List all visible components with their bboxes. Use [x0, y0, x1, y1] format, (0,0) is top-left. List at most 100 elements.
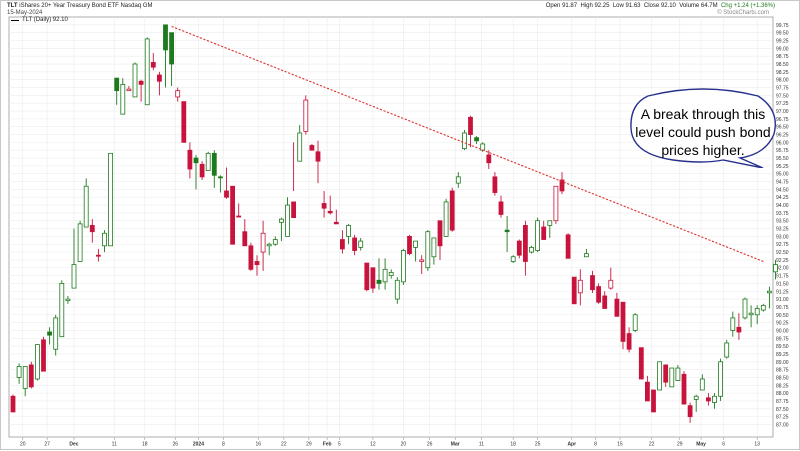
candle-body — [724, 342, 730, 358]
x-tick-label: 11 — [112, 442, 117, 448]
candle-body — [504, 229, 510, 233]
candle-body — [712, 395, 717, 403]
candle-body — [498, 201, 504, 215]
candle-body — [474, 137, 480, 142]
candle-body — [388, 272, 394, 276]
volume-label: Volume — [679, 3, 700, 9]
candle-body — [242, 231, 248, 247]
y-tick-label: 92.00 — [776, 266, 789, 272]
y-tick-label: 97.25 — [776, 101, 789, 107]
y-tick-label: 99.00 — [776, 46, 789, 52]
candle-body — [516, 240, 522, 256]
y-tick-label: 88.75 — [776, 368, 789, 374]
candle-body — [53, 317, 59, 350]
candle-body — [333, 221, 339, 225]
y-tick-label: 91.50 — [776, 281, 789, 287]
x-tick-label: Apr — [567, 442, 576, 448]
x-tick-label: 6 — [722, 442, 725, 448]
candle-body — [651, 389, 656, 413]
y-tick-label: 98.25 — [776, 70, 789, 76]
close-value: 92.10 — [660, 3, 676, 9]
y-tick-label: 97.00 — [776, 109, 789, 115]
high-label: High — [580, 3, 593, 9]
candle-body — [16, 366, 22, 378]
candle-body — [645, 381, 650, 402]
y-tick-label: 89.00 — [776, 360, 789, 366]
candle-body — [96, 254, 101, 257]
candle-body — [449, 190, 455, 231]
candle-body — [419, 259, 425, 262]
candle-body — [510, 256, 516, 262]
candle-body — [102, 232, 107, 247]
y-tick-label: 89.50 — [776, 344, 789, 350]
candle-body — [626, 333, 632, 350]
candle-body — [773, 264, 778, 273]
candle-body — [455, 176, 461, 184]
candle-body — [614, 298, 620, 317]
candle-body — [35, 344, 40, 380]
candle-body — [297, 132, 303, 162]
x-tick-label: 29 — [677, 442, 683, 448]
candle-body — [657, 361, 662, 391]
candle-body — [553, 185, 559, 222]
candle-body — [535, 220, 540, 251]
x-tick-label: 27 — [44, 442, 50, 448]
y-tick-label: 94.50 — [776, 187, 789, 193]
candle-body — [760, 304, 766, 311]
callout-text: A break through this level could push bo… — [635, 106, 771, 158]
chart-header-title: TLT iShares 20+ Year Treasury Bond ETF N… — [7, 3, 152, 9]
open-value: 91.87 — [562, 3, 578, 9]
candle-body — [632, 314, 638, 331]
y-tick-label: 90.25 — [776, 321, 789, 327]
candle-body — [205, 152, 211, 171]
x-tick-label: 18 — [142, 442, 148, 448]
high-value: 92.25 — [594, 3, 610, 9]
candle-body — [309, 145, 315, 151]
candle-body — [718, 361, 723, 397]
candle-body — [486, 154, 492, 164]
security-name: iShares 20+ Year Treasury Bond ETF — [19, 3, 119, 9]
candle-body — [59, 283, 65, 338]
candle-body — [266, 243, 272, 247]
x-tick-label: 20 — [20, 442, 26, 448]
y-tick-label: 96.50 — [776, 125, 789, 131]
candle-body — [663, 364, 669, 383]
y-tick-label: 89.25 — [776, 352, 789, 358]
candle-body — [175, 90, 181, 98]
candle-body — [681, 373, 687, 405]
y-tick-label: 91.25 — [776, 289, 789, 295]
candle-body — [41, 339, 46, 372]
series-legend: TLT (Daily) 92.10 — [11, 17, 68, 23]
y-tick-label: 95.00 — [776, 172, 789, 178]
candle-body — [596, 286, 601, 303]
candle-body — [437, 220, 443, 247]
close-label: Close — [643, 3, 660, 9]
x-tick-label: 29 — [306, 442, 312, 448]
candle-body — [400, 250, 406, 283]
x-tick-label: 16 — [255, 442, 261, 448]
candle-body — [608, 279, 614, 289]
candle-body — [431, 237, 437, 258]
candle-body — [217, 176, 223, 179]
candle-body — [144, 38, 150, 106]
y-tick-label: 87.25 — [776, 415, 789, 421]
y-tick-label: 90.50 — [776, 313, 789, 319]
y-tick-label: 88.00 — [776, 391, 789, 397]
x-tick-label: 2024 — [193, 442, 204, 448]
x-tick-label: Feb — [323, 442, 332, 448]
y-tick-label: 88.50 — [776, 375, 789, 381]
candle-body — [65, 298, 71, 302]
candle-body — [156, 74, 162, 82]
callout-shape — [630, 88, 776, 168]
x-tick-label: 11 — [479, 442, 484, 448]
y-tick-label: 93.25 — [776, 227, 789, 233]
low-value: 91.63 — [625, 3, 641, 9]
candle-body — [181, 101, 187, 143]
candle-body — [669, 367, 675, 388]
candle-body — [706, 397, 711, 402]
y-tick-label: 96.75 — [776, 117, 789, 123]
legend-label: TLT (Daily) 92.10 — [22, 17, 68, 23]
candle-body — [163, 24, 168, 51]
candle-body — [303, 99, 309, 132]
candle-body — [193, 157, 199, 164]
